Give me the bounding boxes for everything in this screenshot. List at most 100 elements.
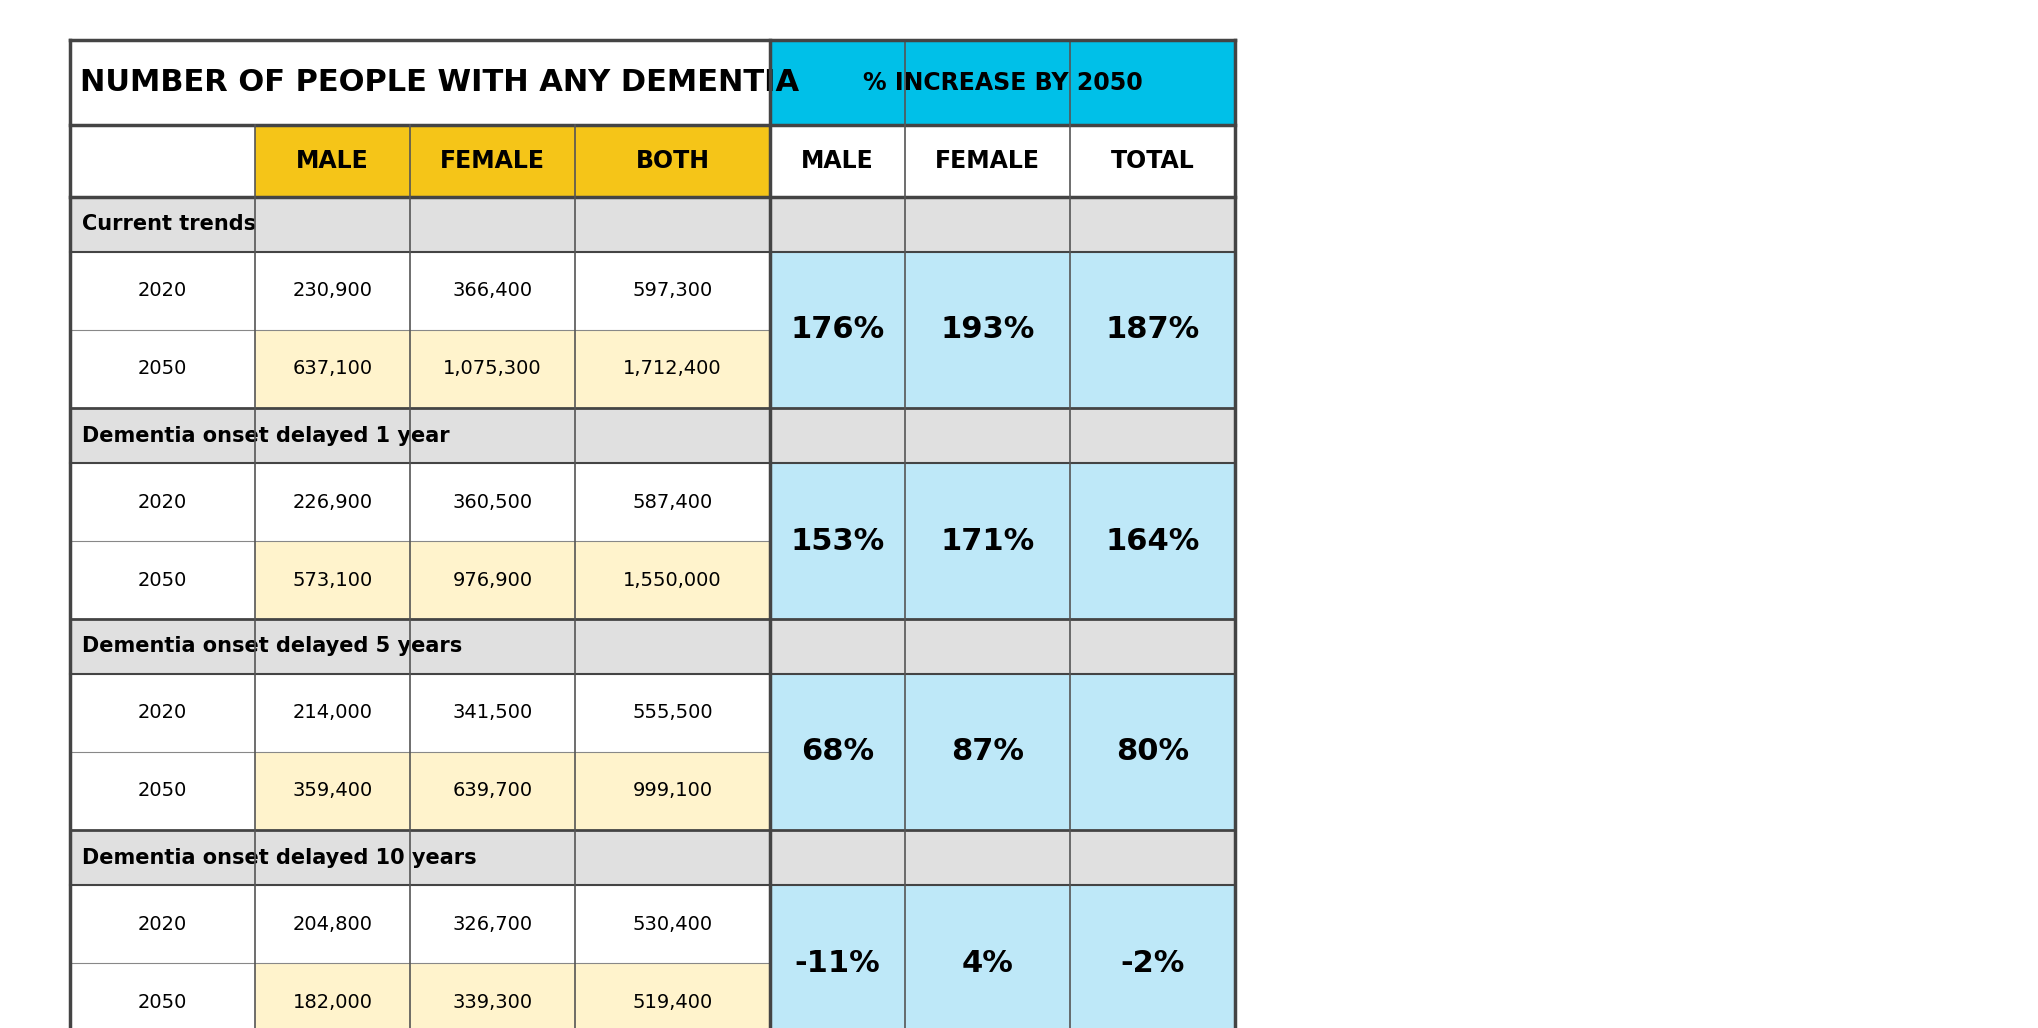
Bar [905,252,1070,330]
Text: TOTAL: TOTAL [1111,149,1194,173]
Text: -11%: -11% [795,949,880,978]
Text: 68%: 68% [801,737,874,767]
Text: 2020: 2020 [139,703,187,723]
Bar [905,330,1070,408]
Bar [770,252,905,330]
Bar [69,674,255,752]
Bar [69,252,255,330]
Text: FEMALE: FEMALE [440,149,544,173]
Text: 2050: 2050 [139,571,187,589]
Bar [69,885,255,963]
Bar [255,752,410,830]
Text: 999,100: 999,100 [632,781,713,801]
Bar [770,963,905,1028]
Bar [905,752,1070,830]
Bar [410,463,575,541]
Bar [575,752,770,830]
Bar [1070,252,1235,330]
Text: 359,400: 359,400 [291,781,373,801]
Bar [410,252,575,330]
Text: Current trends: Current trends [82,215,257,234]
Bar [770,752,905,830]
Bar [905,674,1070,752]
Text: 366,400: 366,400 [452,282,532,300]
Bar [69,125,255,197]
Bar [410,885,575,963]
Bar [770,40,1235,125]
Text: 87%: 87% [952,737,1023,767]
Text: 519,400: 519,400 [632,992,713,1012]
Bar [255,963,410,1028]
Text: 341,500: 341,500 [452,703,532,723]
Text: 4%: 4% [962,949,1013,978]
Text: 2020: 2020 [139,915,187,933]
Text: 2050: 2050 [139,781,187,801]
Bar [575,252,770,330]
Bar [770,125,905,197]
Text: 587,400: 587,400 [632,492,713,512]
Text: MALE: MALE [801,149,874,173]
Bar [575,674,770,752]
Text: 1,712,400: 1,712,400 [624,360,721,378]
Bar [575,885,770,963]
Bar [255,252,410,330]
Text: 530,400: 530,400 [632,915,713,933]
Bar [410,125,575,197]
Text: -2%: -2% [1121,949,1184,978]
Bar [905,885,1070,963]
Bar [770,330,905,408]
Bar [575,541,770,619]
Bar [770,885,905,963]
Text: 193%: 193% [940,316,1035,344]
Bar [69,619,1235,674]
Text: NUMBER OF PEOPLE WITH ANY DEMENTIA: NUMBER OF PEOPLE WITH ANY DEMENTIA [79,68,799,97]
Text: 187%: 187% [1105,316,1200,344]
Text: 182,000: 182,000 [293,992,373,1012]
Text: 164%: 164% [1105,526,1200,555]
Text: 1,550,000: 1,550,000 [624,571,721,589]
Text: 153%: 153% [791,526,884,555]
Text: 976,900: 976,900 [452,571,532,589]
Text: 214,000: 214,000 [293,703,373,723]
Bar [69,752,255,830]
Text: 1,075,300: 1,075,300 [442,360,542,378]
Text: 639,700: 639,700 [452,781,532,801]
Text: 230,900: 230,900 [293,282,373,300]
Bar [69,40,770,125]
Bar [69,963,255,1028]
Bar [575,330,770,408]
Bar [410,752,575,830]
Text: MALE: MALE [296,149,369,173]
Text: BOTH: BOTH [636,149,709,173]
Bar [255,885,410,963]
Text: 176%: 176% [791,316,884,344]
Text: % INCREASE BY 2050: % INCREASE BY 2050 [862,71,1143,95]
Bar [410,963,575,1028]
Bar [1070,752,1235,830]
Bar [1070,330,1235,408]
Bar [905,963,1070,1028]
Bar [1070,885,1235,963]
Text: 339,300: 339,300 [452,992,532,1012]
Bar [255,125,410,197]
Text: Dementia onset delayed 5 years: Dementia onset delayed 5 years [82,636,463,657]
Text: 2050: 2050 [139,360,187,378]
Bar [410,541,575,619]
Bar [410,674,575,752]
Text: FEMALE: FEMALE [935,149,1039,173]
Bar [69,330,255,408]
Bar [770,541,905,619]
Text: Dementia onset delayed 10 years: Dementia onset delayed 10 years [82,847,477,868]
Bar [69,197,1235,252]
Bar [255,674,410,752]
Bar [69,408,1235,463]
Text: 326,700: 326,700 [452,915,532,933]
Bar [1070,963,1235,1028]
Bar [255,330,410,408]
Bar [69,830,1235,885]
Bar [575,125,770,197]
Text: 80%: 80% [1117,737,1188,767]
Text: 2050: 2050 [139,992,187,1012]
Bar [575,463,770,541]
Bar [255,541,410,619]
